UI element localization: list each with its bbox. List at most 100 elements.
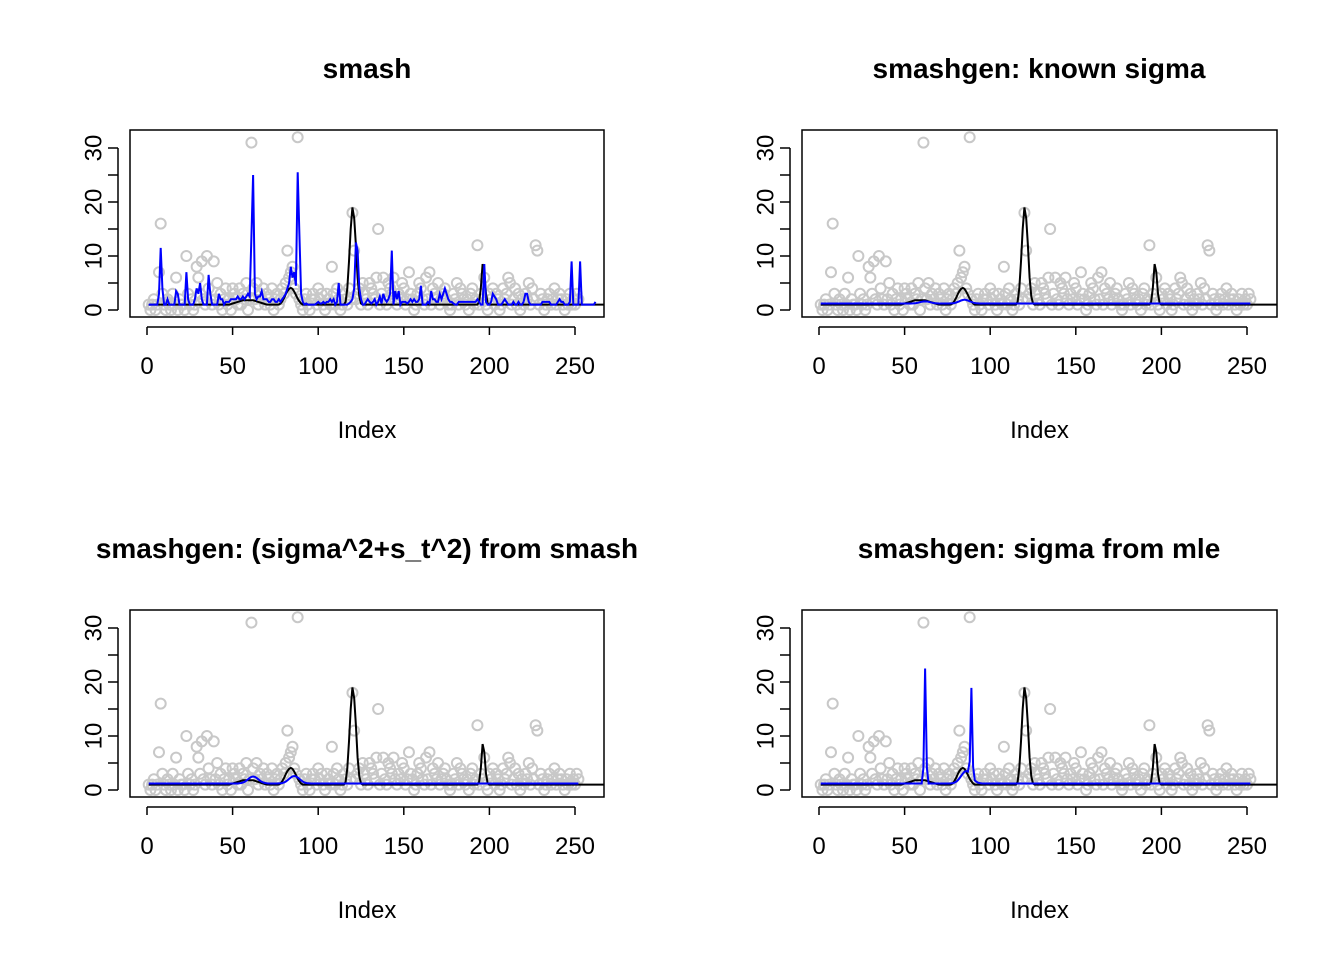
data-point: [291, 131, 304, 144]
data-point: [526, 282, 539, 295]
data-point: [1068, 277, 1081, 289]
plot-area: [142, 131, 604, 316]
data-point: [202, 762, 215, 775]
data-point: [1143, 239, 1156, 252]
data-point: [852, 250, 865, 262]
y-tick-label: 0: [81, 303, 108, 316]
data-point: [370, 271, 383, 284]
data-point: [1037, 762, 1050, 775]
data-point: [454, 762, 467, 775]
data-point: [372, 703, 385, 715]
x-axis-label: Index: [1010, 897, 1069, 924]
estimate-line: [148, 774, 579, 785]
data-point: [1174, 751, 1187, 764]
data-point: [192, 271, 205, 284]
data-point: [912, 757, 925, 769]
plot-frame: [801, 609, 1278, 798]
data-point: [824, 746, 837, 759]
data-point: [240, 757, 253, 769]
data-point: [891, 762, 904, 775]
data-point: [471, 719, 484, 732]
data-point: [1056, 762, 1069, 775]
data-point: [842, 271, 855, 284]
data-point: [502, 271, 515, 284]
x-tick-label: 250: [555, 833, 595, 860]
data-point: [953, 724, 966, 737]
x-tick-label: 200: [469, 833, 509, 860]
data-point: [180, 730, 193, 742]
data-point: [852, 730, 865, 742]
data-point: [1203, 724, 1216, 737]
data-point: [826, 697, 839, 710]
data-point: [1042, 271, 1055, 284]
data-point: [372, 223, 385, 235]
data-point: [1086, 282, 1099, 295]
data-point: [891, 282, 904, 295]
y-tick-label: 30: [81, 615, 108, 642]
data-point: [1126, 282, 1139, 295]
y-tick-label: 30: [753, 135, 780, 162]
data-point: [438, 762, 451, 775]
plot-area: [814, 131, 1277, 316]
data-point: [531, 724, 544, 737]
y-tick-label: 10: [81, 723, 108, 750]
plot-frame: [129, 609, 605, 798]
data-point: [1059, 271, 1072, 284]
x-tick-label: 100: [970, 353, 1010, 380]
plot-area: [142, 611, 604, 796]
data-point: [1037, 282, 1050, 295]
data-point: [242, 784, 255, 796]
data-point: [219, 762, 232, 775]
data-point: [284, 746, 297, 759]
data-point: [387, 751, 400, 764]
x-tick-label: 50: [891, 353, 918, 380]
data-point: [366, 767, 379, 780]
data-point: [384, 762, 397, 775]
plot-frame: [129, 129, 605, 318]
data-point: [1198, 762, 1211, 775]
data-point: [1059, 751, 1072, 764]
data-point: [864, 271, 877, 284]
data-point: [912, 277, 925, 289]
x-axis-label: Index: [338, 897, 397, 924]
data-point: [953, 244, 966, 257]
data-point: [1174, 271, 1187, 284]
x-tick-label: 200: [1141, 353, 1181, 380]
data-point: [325, 740, 338, 753]
data-point: [366, 287, 379, 300]
data-point: [864, 751, 877, 764]
data-point: [963, 131, 976, 144]
data-point: [170, 751, 183, 764]
data-point: [219, 282, 232, 295]
data-point: [1068, 757, 1081, 769]
panel-title: smash: [323, 53, 412, 84]
y-tick-label: 10: [753, 723, 780, 750]
data-point: [874, 282, 887, 295]
data-point: [471, 239, 484, 252]
y-tick-label: 30: [81, 135, 108, 162]
data-point: [570, 767, 583, 780]
x-tick-label: 150: [384, 833, 424, 860]
data-point: [454, 282, 467, 295]
data-point: [1023, 287, 1036, 300]
data-point: [879, 735, 892, 748]
data-point: [992, 767, 1005, 780]
data-point: [283, 751, 296, 764]
data-point: [242, 304, 255, 316]
data-point: [286, 740, 299, 753]
data-point: [1038, 287, 1051, 300]
x-tick-label: 50: [219, 833, 246, 860]
x-tick-label: 100: [970, 833, 1010, 860]
data-point: [154, 217, 167, 230]
data-point: [207, 735, 220, 748]
data-point: [1201, 719, 1214, 732]
data-point: [992, 287, 1005, 300]
data-point: [281, 724, 294, 737]
data-point: [320, 287, 333, 300]
data-point: [1126, 762, 1139, 775]
data-point: [1056, 282, 1069, 295]
data-point: [207, 255, 220, 268]
data-point: [529, 239, 542, 252]
data-point: [898, 762, 911, 775]
data-point: [955, 751, 968, 764]
